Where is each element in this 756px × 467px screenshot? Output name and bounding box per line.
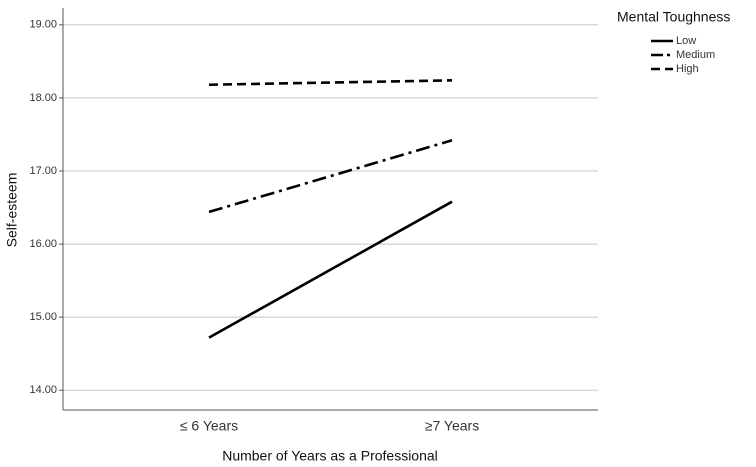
y-axis-title: Self-esteem [4,173,20,248]
y-tick-label: 18.00 [29,92,57,104]
series-line [208,79,453,87]
x-axis-title: Number of Years as a Professional [222,448,438,464]
legend-label: High [676,63,699,75]
legend-label: Low [676,35,696,47]
series-line [208,200,453,339]
legend-title: Mental Toughness [617,9,730,25]
x-tick-label: ≥7 Years [425,418,479,434]
y-tick-label: 15.00 [29,311,57,323]
y-tick-label: 17.00 [29,165,57,177]
y-tick-label: 16.00 [29,238,57,250]
x-tick-label: ≤ 6 Years [180,418,238,434]
y-tick-label: 14.00 [29,384,57,396]
legend-label: Medium [676,49,715,61]
y-tick-label: 19.00 [29,19,57,31]
